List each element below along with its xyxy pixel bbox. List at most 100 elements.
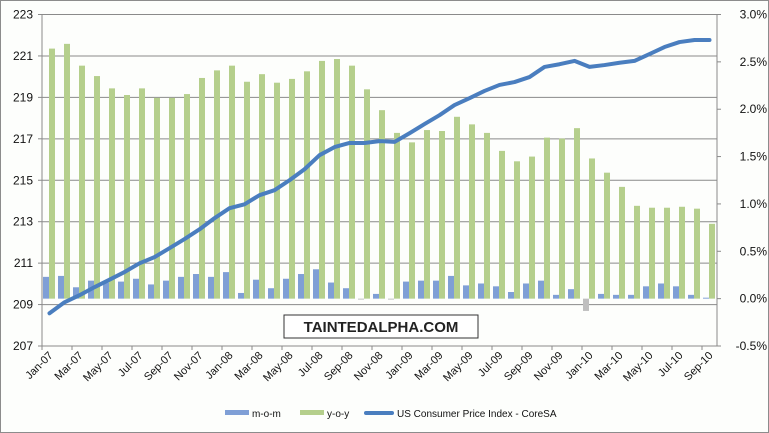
left-tick-label: 217 (13, 132, 33, 146)
mom-bar (553, 294, 559, 299)
yoy-bar (49, 48, 55, 299)
left-tick-label: 219 (13, 90, 33, 104)
mom-bar (328, 282, 334, 299)
yoy-bar (109, 88, 115, 299)
left-tick-label: 211 (14, 256, 33, 270)
mom-bar (673, 286, 679, 299)
mom-bar (433, 280, 439, 299)
yoy-bar (64, 43, 70, 299)
yoy-bar (319, 60, 325, 299)
mom-bar (148, 284, 154, 299)
yoy-bar (424, 130, 430, 299)
x-tick-label: Mar-07 (52, 350, 85, 383)
mom-bar (418, 280, 424, 299)
yoy-bar (454, 116, 460, 299)
yoy-bar (229, 65, 235, 299)
mom-bar (508, 292, 514, 299)
x-tick-label: Mar-09 (412, 350, 445, 383)
mom-bar (538, 280, 544, 299)
mom-bar (643, 286, 649, 299)
mom-bar (268, 288, 274, 299)
mom-bar (358, 298, 364, 300)
left-tick-label: 221 (13, 49, 33, 63)
x-tick-label: Sep-09 (502, 350, 536, 384)
yoy-bar (604, 172, 610, 299)
mom-bar (568, 289, 574, 299)
yoy-bar (649, 207, 655, 299)
left-tick-label: 223 (13, 8, 33, 22)
yoy-bar (79, 65, 85, 299)
right-tick-label: 1.5% (740, 150, 768, 164)
right-tick-label: 2.0% (740, 102, 768, 116)
x-tick-label: May-09 (441, 350, 475, 384)
mom-bar (223, 272, 229, 299)
yoy-bar (199, 77, 205, 299)
mom-bar (43, 276, 49, 299)
legend-label-mom: m-o-m (252, 409, 281, 420)
yoy-bar (259, 74, 265, 299)
yoy-bar (379, 110, 385, 299)
mom-bar (403, 281, 409, 299)
x-tick-label: Mar-08 (232, 350, 265, 383)
x-tick-label: Jan-07 (23, 350, 55, 382)
yoy-bar (169, 97, 175, 299)
left-tick-label: 213 (13, 215, 33, 229)
yoy-bar (184, 94, 190, 299)
mom-bar (598, 293, 604, 299)
right-tick-label: -0.5% (736, 339, 768, 353)
yoy-bar (589, 158, 595, 299)
x-tick-label: May-10 (621, 350, 655, 384)
mom-bar (463, 285, 469, 299)
yoy-bar (349, 65, 355, 299)
right-tick-label: 0.5% (740, 244, 768, 258)
yoy-bar (499, 150, 505, 299)
x-tick-label: May-07 (81, 350, 115, 384)
mom-bar (583, 298, 589, 311)
yoy-bar (334, 59, 340, 299)
mom-bar (478, 283, 484, 299)
mom-bar (658, 283, 664, 299)
yoy-bar (694, 208, 700, 299)
x-tick-label: Jan-09 (383, 350, 415, 382)
yoy-bar (709, 223, 715, 299)
mom-bar (628, 294, 634, 299)
yoy-bar (289, 78, 295, 299)
x-tick-label: Sep-08 (322, 350, 356, 384)
mom-bar (703, 297, 709, 299)
right-tick-label: 3.0% (740, 8, 768, 22)
watermark-logo: TAINTEDALPHA.COM (283, 314, 479, 339)
mom-bar (373, 293, 379, 299)
yoy-bar (409, 142, 415, 299)
x-tick-label: Jan-10 (563, 350, 595, 382)
yoy-bar (139, 88, 145, 299)
yoy-bar (544, 137, 550, 299)
mom-bar (253, 279, 259, 299)
x-tick-label: Nov-07 (172, 350, 206, 384)
mom-bar (523, 283, 529, 299)
x-tick-label: Sep-10 (682, 350, 716, 384)
mom-bar (688, 294, 694, 299)
yoy-bar (529, 156, 535, 299)
yoy-bar (514, 161, 520, 299)
mom-bar (163, 280, 169, 299)
x-tick-label: Jan-08 (203, 350, 235, 382)
mom-bar (343, 288, 349, 299)
legend-swatch-mom (225, 410, 249, 415)
yoy-bar (559, 138, 565, 299)
mom-bar (103, 282, 109, 299)
yoy-bar (574, 128, 580, 299)
mom-bar (613, 294, 619, 299)
x-tick-label: Sep-07 (142, 350, 176, 384)
mom-bar (208, 276, 214, 299)
mom-bar (58, 275, 64, 299)
mom-bar (238, 292, 244, 299)
mom-bar (388, 298, 394, 300)
legend: m-o-m y-o-y US Consumer Price Index - Core… (225, 409, 557, 420)
yoy-bar (439, 130, 445, 299)
mom-bar (178, 276, 184, 299)
mom-bar (493, 286, 499, 299)
yoy-bar (244, 81, 250, 299)
mom-bar (298, 274, 304, 299)
left-tick-label: 215 (13, 173, 33, 187)
